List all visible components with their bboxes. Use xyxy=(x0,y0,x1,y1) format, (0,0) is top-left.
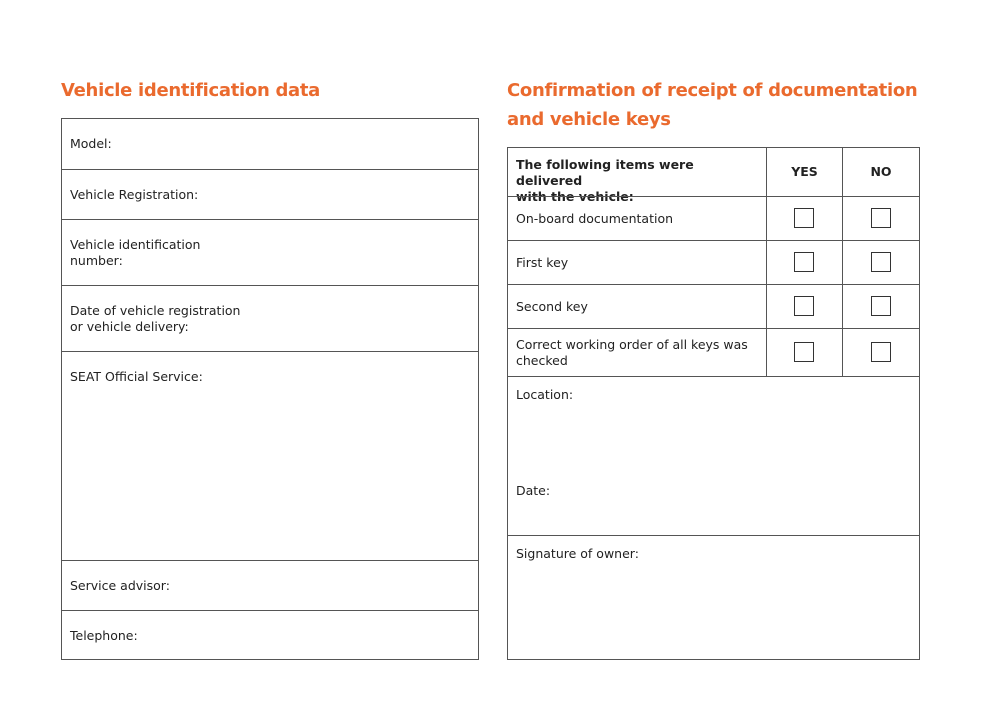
confirmation-title-line1: Confirmation of receipt of documentation xyxy=(507,80,918,101)
item-label: Correct working order of all keys was ch… xyxy=(516,337,748,368)
vin-label: Vehicle identification number: xyxy=(70,237,201,268)
date-label: Date: xyxy=(516,483,551,498)
item-label: First key xyxy=(516,255,569,270)
item-row-second-key: Second key xyxy=(508,284,919,329)
registration-label: Vehicle Registration: xyxy=(70,187,199,202)
official-service-label: SEAT Official Service: xyxy=(70,369,203,384)
telephone-field[interactable]: Telephone: xyxy=(62,610,478,659)
registration-field[interactable]: Vehicle Registration: xyxy=(62,169,478,219)
yes-checkbox-second-key[interactable] xyxy=(794,296,814,316)
no-checkbox-onboard-docs[interactable] xyxy=(871,208,891,228)
model-label: Model: xyxy=(70,136,112,151)
item-row-keys-checked: Correct working order of all keys was ch… xyxy=(508,328,919,377)
telephone-label: Telephone: xyxy=(70,628,138,643)
confirmation-table: The following items were delivered with … xyxy=(507,147,920,660)
vehicle-identification-title: Vehicle identification data xyxy=(61,80,321,101)
item-row-onboard-docs: On-board documentation xyxy=(508,196,919,241)
yes-checkbox-onboard-docs[interactable] xyxy=(794,208,814,228)
no-checkbox-second-key[interactable] xyxy=(871,296,891,316)
yes-checkbox-keys-checked[interactable] xyxy=(794,342,814,362)
registration-date-label: Date of vehicle registration or vehicle … xyxy=(70,303,241,334)
registration-date-field[interactable]: Date of vehicle registration or vehicle … xyxy=(62,285,478,351)
yes-checkbox-first-key[interactable] xyxy=(794,252,814,272)
model-field[interactable]: Model: xyxy=(62,119,478,169)
location-date-field[interactable]: Location: Date: xyxy=(508,376,919,536)
no-header: NO xyxy=(870,164,892,179)
vin-field[interactable]: Vehicle identification number: xyxy=(62,219,478,285)
signature-label: Signature of owner: xyxy=(516,546,639,561)
item-label: On-board documentation xyxy=(516,211,674,226)
confirmation-title-line2: and vehicle keys xyxy=(507,109,671,130)
no-checkbox-first-key[interactable] xyxy=(871,252,891,272)
vehicle-identification-table: Model: Vehicle Registration: Vehicle ide… xyxy=(61,118,479,660)
no-checkbox-keys-checked[interactable] xyxy=(871,342,891,362)
item-row-first-key: First key xyxy=(508,240,919,285)
item-label: Second key xyxy=(516,299,588,314)
signature-field[interactable]: Signature of owner: xyxy=(508,535,919,659)
column-divider xyxy=(766,196,767,377)
service-advisor-label: Service advisor: xyxy=(70,578,170,593)
location-label: Location: xyxy=(516,387,574,402)
yes-header: YES xyxy=(791,164,818,179)
column-divider xyxy=(842,196,843,377)
service-advisor-field[interactable]: Service advisor: xyxy=(62,560,478,610)
items-header: The following items were delivered with … xyxy=(516,157,694,204)
official-service-field[interactable]: SEAT Official Service: xyxy=(62,351,478,560)
